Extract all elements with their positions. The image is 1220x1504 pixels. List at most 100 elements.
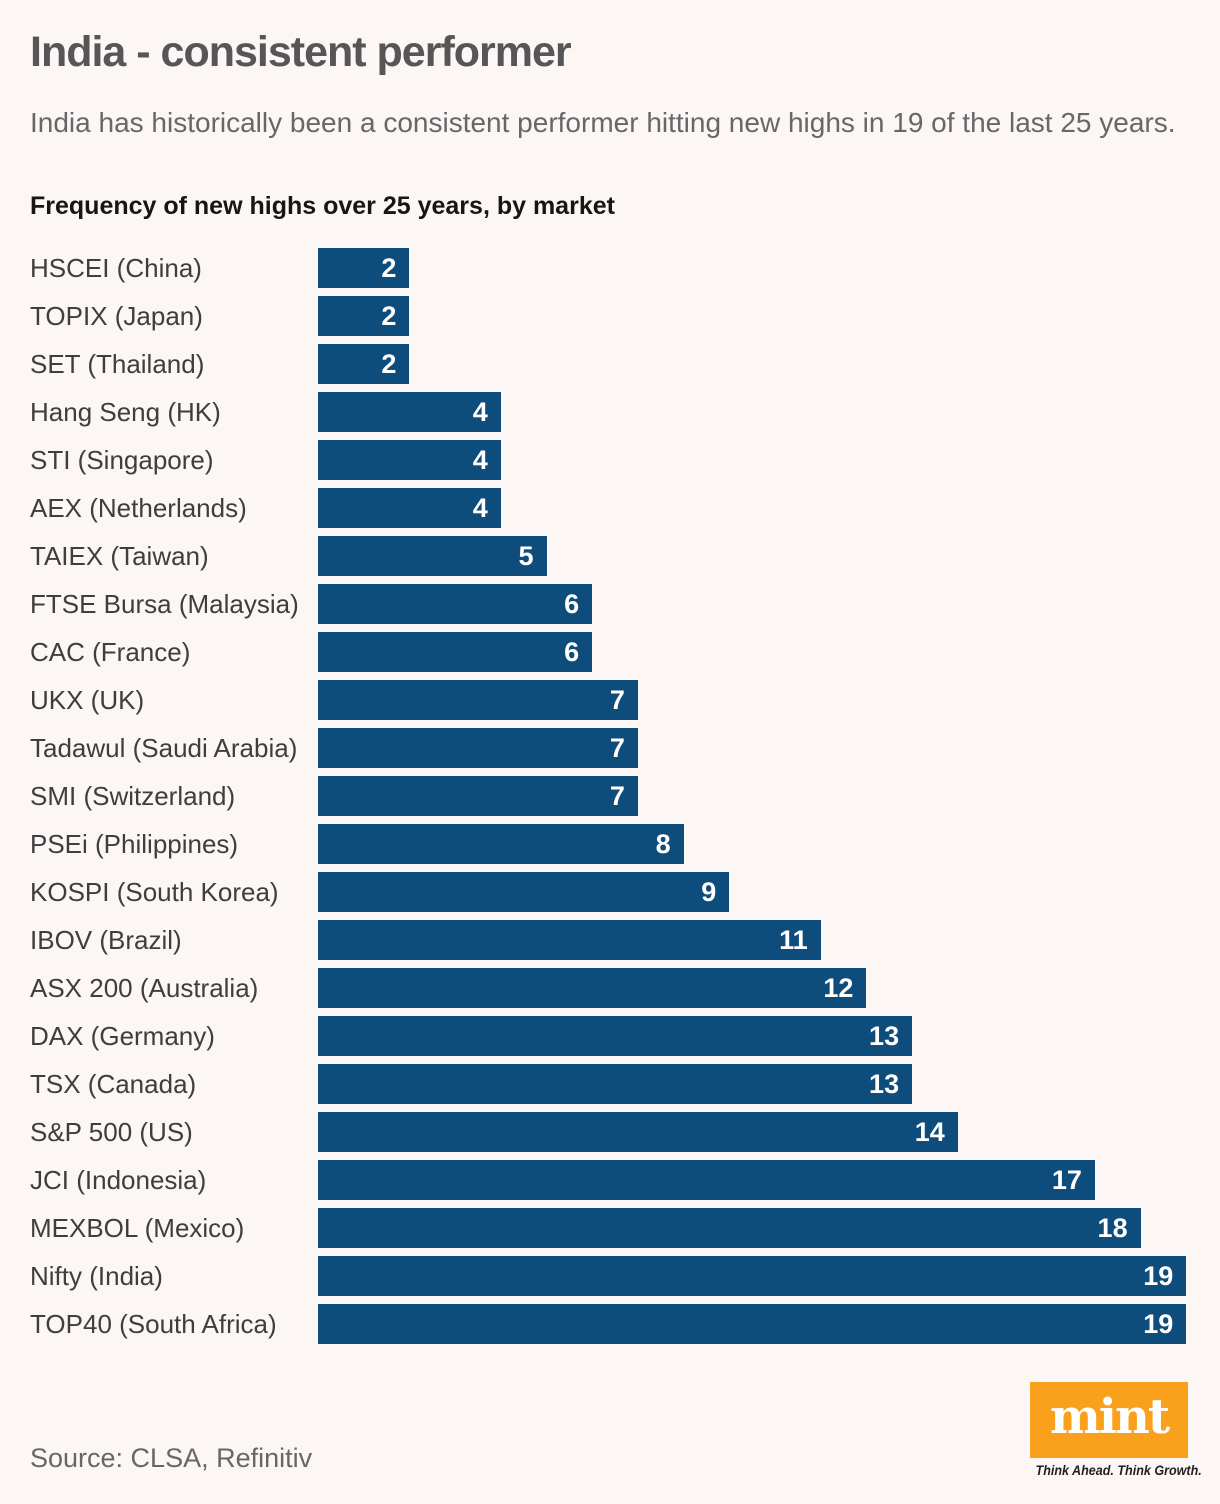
bar-value-label: 11 [779,924,808,955]
category-label: HSCEI (China) [30,252,202,283]
bar-value-label: 7 [609,732,625,763]
bar-value-label: 5 [518,540,534,571]
bar: 5 [318,536,547,576]
bar-value-label: 6 [564,588,580,619]
category-label: CAC (France) [30,636,191,667]
chart-row: STI (Singapore) 4 [30,440,1190,480]
chart-row: HSCEI (China) 2 [30,248,1190,288]
chart-row: CAC (France) 6 [30,632,1190,672]
bar-value-label: 7 [609,780,625,811]
category-label: STI (Singapore) [30,444,214,475]
bar: 19 [318,1304,1187,1344]
bar-value-label: 18 [1097,1212,1128,1243]
category-label: Nifty (India) [30,1260,163,1291]
bar: 7 [318,776,638,816]
bar: 14 [318,1112,958,1152]
chart-row: TOPIX (Japan) 2 [30,296,1190,336]
category-label: MEXBOL (Mexico) [30,1212,245,1243]
bar-value-label: 13 [869,1068,900,1099]
category-label: AEX (Netherlands) [30,492,247,523]
chart-row: KOSPI (South Korea) 9 [30,872,1190,912]
bar-value-label: 9 [701,876,717,907]
category-label: PSEi (Philippines) [30,828,239,859]
bar-value-label: 8 [655,828,671,859]
bar: 13 [318,1064,913,1104]
category-label: Hang Seng (HK) [30,396,221,427]
category-label: TAIEX (Taiwan) [30,540,209,571]
bar-value-label: 7 [609,684,625,715]
chart-row: SET (Thailand) 2 [30,344,1190,384]
category-label: TOPIX (Japan) [30,300,203,331]
category-label: S&P 500 (US) [30,1116,193,1147]
bar-value-label: 4 [472,492,488,523]
bar-value-label: 4 [472,396,488,427]
chart-row: FTSE Bursa (Malaysia) 6 [30,584,1190,624]
bar-value-label: 2 [381,300,397,331]
chart-title: Frequency of new highs over 25 years, by… [30,192,615,220]
chart-row: S&P 500 (US) 14 [30,1112,1190,1152]
bar: 7 [318,728,638,768]
bar-value-label: 19 [1143,1308,1174,1339]
chart-row: SMI (Switzerland) 7 [30,776,1190,816]
bar: 6 [318,584,593,624]
category-label: SMI (Switzerland) [30,780,236,811]
category-label: TOP40 (South Africa) [30,1308,277,1339]
mint-logo-text: mint [1049,1389,1170,1445]
category-label: DAX (Germany) [30,1020,215,1051]
chart-row: UKX (UK) 7 [30,680,1190,720]
chart-row: DAX (Germany) 13 [30,1016,1190,1056]
chart-row: AEX (Netherlands) 4 [30,488,1190,528]
chart-row: Hang Seng (HK) 4 [30,392,1190,432]
bar-value-label: 19 [1143,1260,1174,1291]
bar: 7 [318,680,638,720]
bar: 4 [318,392,501,432]
bar: 4 [318,488,501,528]
bar: 11 [318,920,821,960]
bar-value-label: 2 [381,252,397,283]
category-label: TSX (Canada) [30,1068,197,1099]
chart-row: PSEi (Philippines) 8 [30,824,1190,864]
bar: 12 [318,968,867,1008]
chart-row: ASX 200 (Australia) 12 [30,968,1190,1008]
chart-row: TSX (Canada) 13 [30,1064,1190,1104]
category-label: JCI (Indonesia) [30,1164,207,1195]
bar: 2 [318,248,410,288]
category-label: IBOV (Brazil) [30,924,182,955]
chart-row: TAIEX (Taiwan) 5 [30,536,1190,576]
chart-row: TOP40 (South Africa) 19 [30,1304,1190,1344]
bar: 9 [318,872,730,912]
page-subtitle: India has historically been a consistent… [30,107,1176,138]
source-note: Source: CLSA, Refinitiv [30,1443,313,1473]
bar: 19 [318,1256,1187,1296]
bar-value-label: 17 [1051,1164,1082,1195]
bar-value-label: 2 [381,348,397,379]
category-label: KOSPI (South Korea) [30,876,279,907]
bar: 18 [318,1208,1141,1248]
bar-chart: HSCEI (China) 2 TOPIX (Japan) 2 SET (Thailan… [30,248,1190,1352]
bar: 13 [318,1016,913,1056]
chart-row: Tadawul (Saudi Arabia) 7 [30,728,1190,768]
category-label: FTSE Bursa (Malaysia) [30,588,299,619]
mint-tagline: Think Ahead. Think Growth. [1035,1463,1202,1478]
chart-row: JCI (Indonesia) 17 [30,1160,1190,1200]
bar: 17 [318,1160,1095,1200]
category-label: Tadawul (Saudi Arabia) [30,732,298,763]
bar: 2 [318,296,410,336]
category-label: ASX 200 (Australia) [30,972,259,1003]
category-label: SET (Thailand) [30,348,205,379]
chart-row: Nifty (India) 19 [30,1256,1190,1296]
bar-value-label: 13 [869,1020,900,1051]
bar: 6 [318,632,593,672]
chart-row: MEXBOL (Mexico) 18 [30,1208,1190,1248]
bar-value-label: 6 [564,636,580,667]
bar: 4 [318,440,501,480]
category-label: UKX (UK) [30,684,145,715]
bar-value-label: 4 [472,444,488,475]
mint-logo: mint [1030,1382,1188,1458]
bar: 2 [318,344,410,384]
bar-value-label: 12 [823,972,854,1003]
chart-row: IBOV (Brazil) 11 [30,920,1190,960]
page-title: India - consistent performer [30,28,572,76]
bar: 8 [318,824,684,864]
